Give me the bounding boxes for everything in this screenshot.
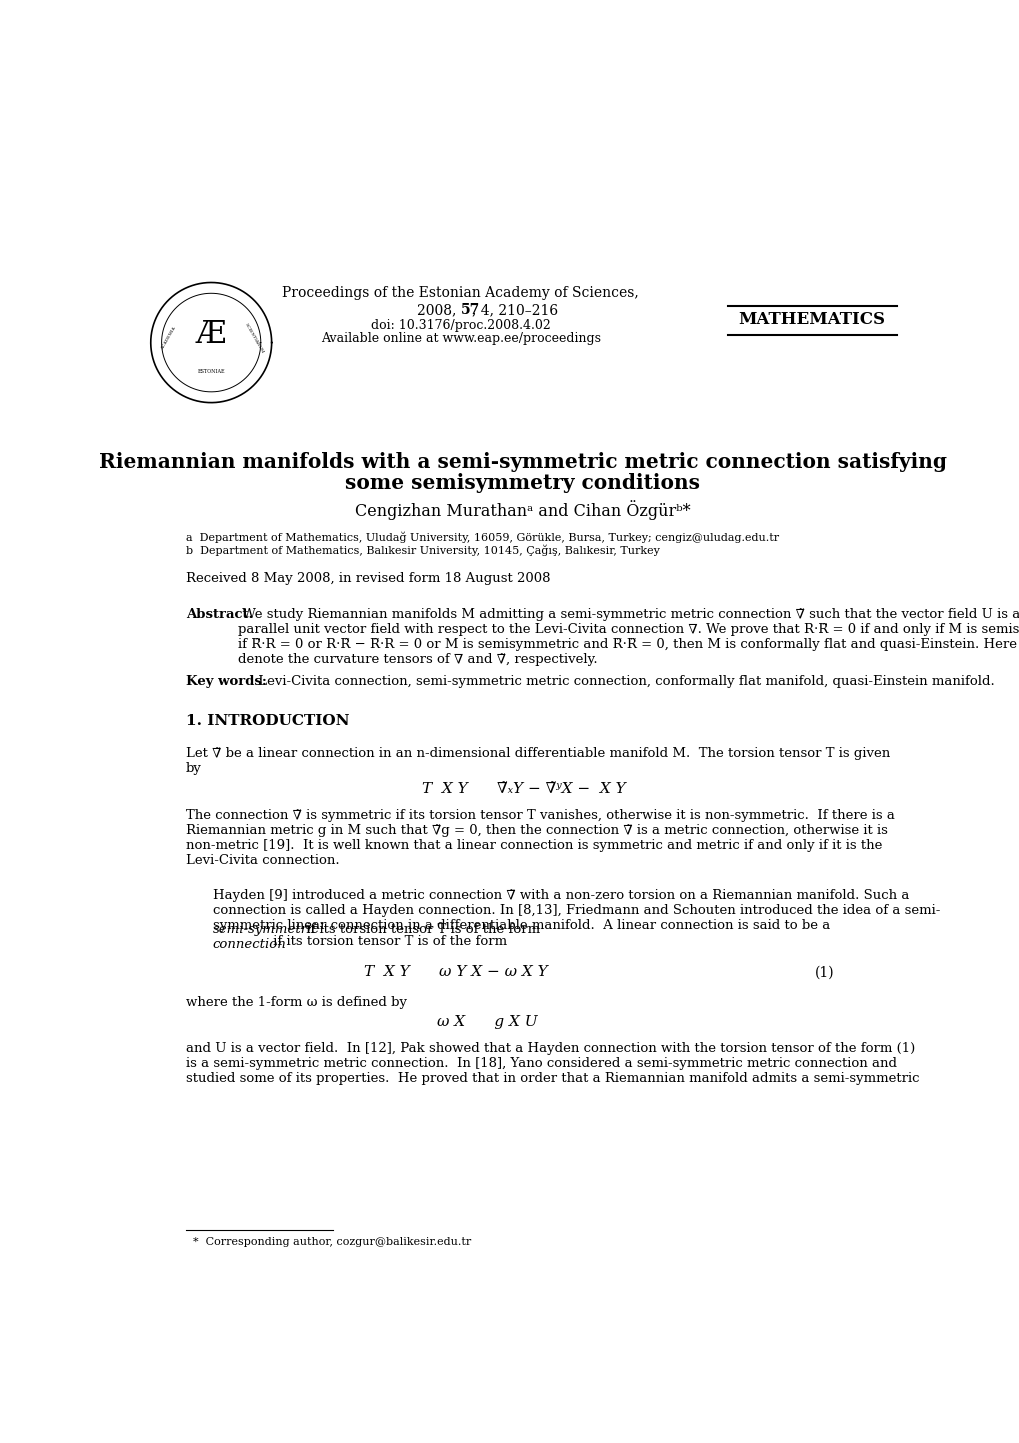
Text: if its torsion tensor T is of the form: if its torsion tensor T is of the form: [302, 924, 539, 937]
Text: Hayden [9] introduced a metric connection ∇̃ with a non-zero torsion on a Rieman: Hayden [9] introduced a metric connectio…: [213, 889, 940, 932]
Text: MATHEMATICS: MATHEMATICS: [738, 310, 884, 328]
Text: SCIENTIARUM: SCIENTIARUM: [244, 323, 264, 355]
Text: We study Riemannian manifolds M admitting a semi-symmetric metric connection ∇̃ : We study Riemannian manifolds M admittin…: [237, 608, 1019, 667]
Text: some semisymmetry conditions: some semisymmetry conditions: [344, 473, 700, 494]
Text: Cengizhan Murathanᵃ and Cihan Özgürᵇ*: Cengizhan Murathanᵃ and Cihan Özgürᵇ*: [355, 501, 690, 521]
Text: Riemannian manifolds with a semi-symmetric metric connection satisfying: Riemannian manifolds with a semi-symmetr…: [99, 452, 946, 472]
Text: ω X      g X U: ω X g X U: [437, 1016, 538, 1029]
Text: and U is a vector field.  In [12], Pak showed that a Hayden connection with the : and U is a vector field. In [12], Pak sh…: [185, 1042, 918, 1085]
Text: 2008,: 2008,: [417, 303, 461, 317]
Text: doi: 10.3176/proc.2008.4.02: doi: 10.3176/proc.2008.4.02: [371, 319, 550, 332]
Text: 1. INTRODUCTION: 1. INTRODUCTION: [185, 714, 348, 729]
Text: Received 8 May 2008, in revised form 18 August 2008: Received 8 May 2008, in revised form 18 …: [185, 573, 549, 586]
Text: b  Department of Mathematics, Balıkesir University, 10145, Çağış, Balıkesir, Tur: b Department of Mathematics, Balıkesir U…: [185, 544, 659, 556]
Text: Levi-Civita connection, semi-symmetric metric connection, conformally flat manif: Levi-Civita connection, semi-symmetric m…: [254, 675, 994, 688]
Text: a  Department of Mathematics, Uludağ University, 16059, Görükle, Bursa, Turkey; : a Department of Mathematics, Uludağ Univ…: [185, 531, 777, 543]
Text: 57: 57: [461, 303, 480, 317]
Text: , 4, 210–216: , 4, 210–216: [471, 303, 557, 317]
Text: *  Corresponding author, cozgur@balikesir.edu.tr: * Corresponding author, cozgur@balikesir…: [185, 1237, 471, 1247]
Text: ACADEMIA: ACADEMIA: [160, 326, 176, 351]
Text: if its torsion tensor T is of the form: if its torsion tensor T is of the form: [269, 935, 507, 948]
Text: (1): (1): [814, 965, 834, 980]
Text: The connection ∇̃ is symmetric if its torsion tensor T vanishes, otherwise it is: The connection ∇̃ is symmetric if its to…: [185, 810, 894, 867]
Text: ESTONIAE: ESTONIAE: [198, 369, 225, 374]
Text: Æ: Æ: [196, 319, 226, 351]
Text: where the 1-form ω is defined by: where the 1-form ω is defined by: [185, 996, 407, 1009]
Text: T  X Y      ω Y X − ω X Y: T X Y ω Y X − ω X Y: [364, 965, 547, 980]
Text: Key words:: Key words:: [185, 675, 266, 688]
Text: T  X Y      ∇̃ₓY − ∇̃ʸX −  X Y: T X Y ∇̃ₓY − ∇̃ʸX − X Y: [422, 782, 625, 797]
Text: Let ∇̃ be a linear connection in an n-dimensional differentiable manifold M.  Th: Let ∇̃ be a linear connection in an n-di…: [185, 747, 889, 775]
Text: semi-symmetric
connection: semi-symmetric connection: [213, 924, 319, 951]
Text: Available online at www.eap.ee/proceedings: Available online at www.eap.ee/proceedin…: [320, 332, 600, 345]
Text: Proceedings of the Estonian Academy of Sciences,: Proceedings of the Estonian Academy of S…: [282, 286, 639, 300]
Text: Abstract.: Abstract.: [185, 608, 253, 620]
